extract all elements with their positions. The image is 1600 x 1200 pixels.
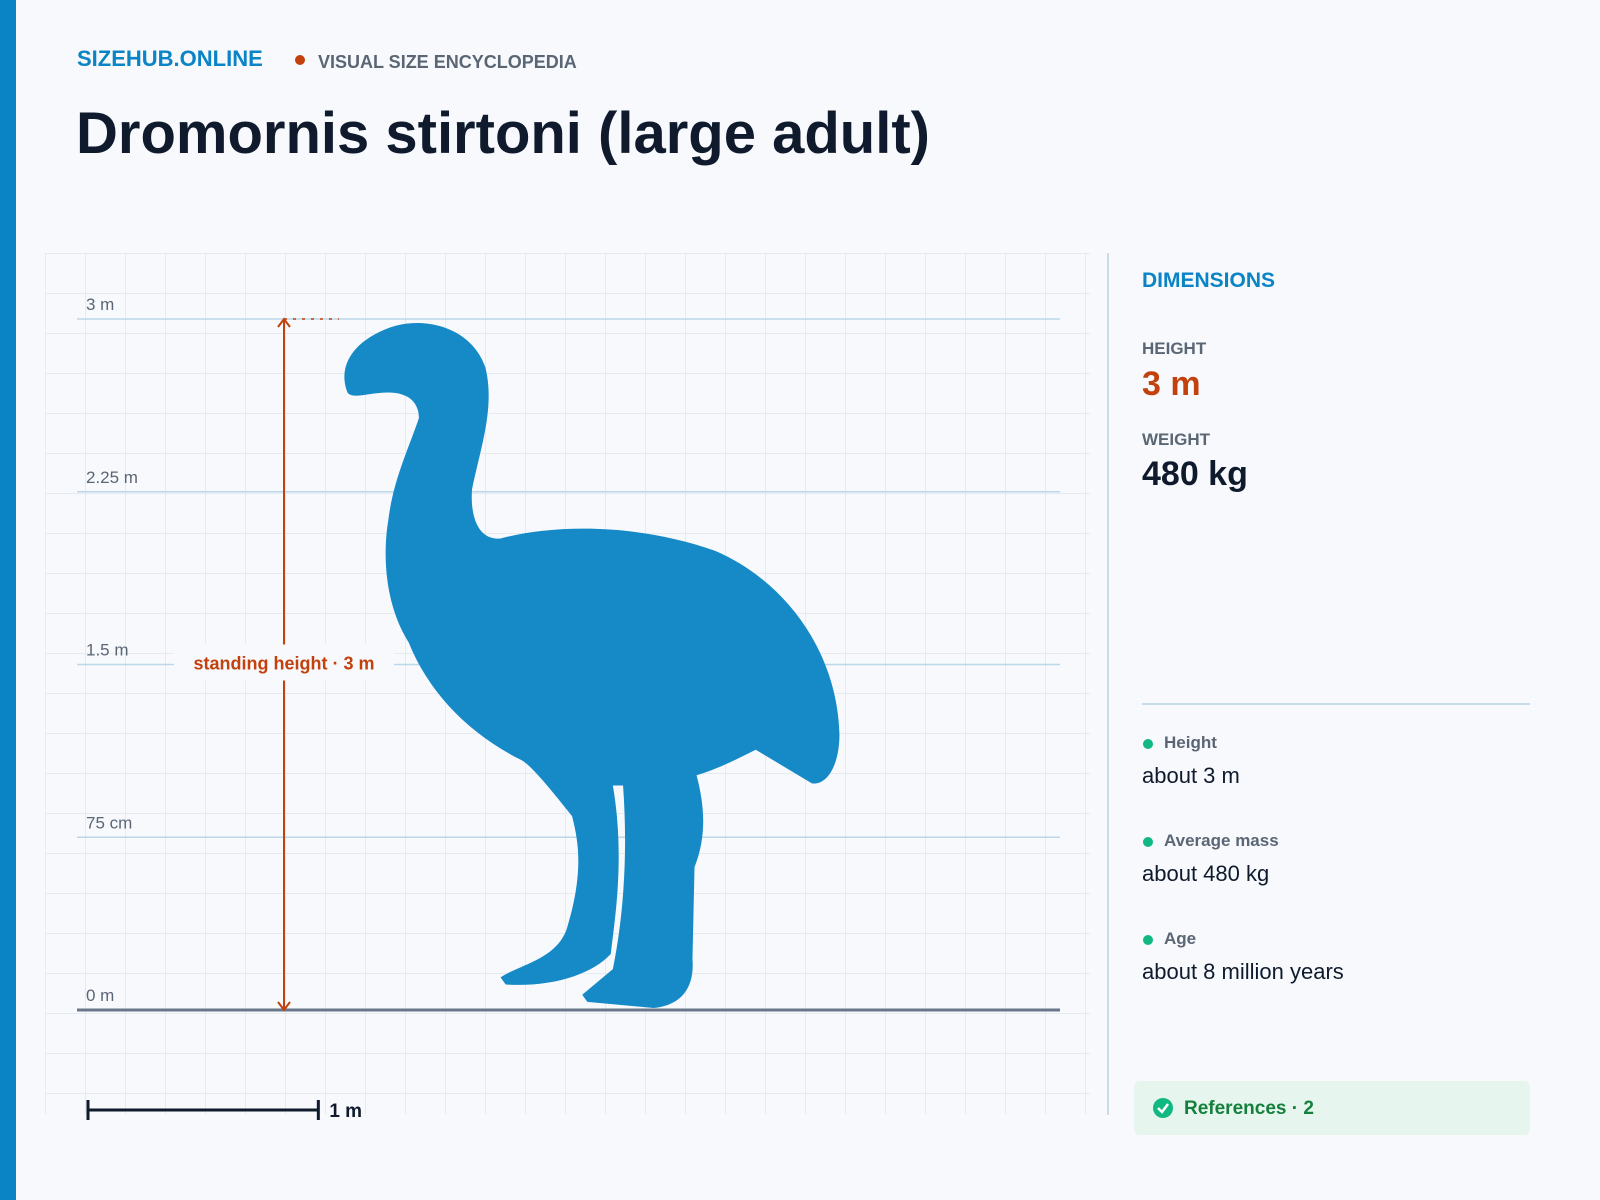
arrow-head <box>277 1001 291 1012</box>
references-box[interactable]: References · 2 <box>1134 1081 1530 1135</box>
fact-dot <box>1143 837 1153 847</box>
sidebar-heading: DIMENSIONS <box>1142 269 1276 292</box>
y-tick-label: 2.25 m <box>86 468 138 487</box>
fact-label: Average mass <box>1164 831 1279 850</box>
brand: SIZEHUB.ONLINE <box>77 46 263 71</box>
annotation: standing height · 3 m <box>193 654 374 674</box>
chart: 0 m 75 cm 1.5 m 2.25 m 3 m standing height · … <box>77 295 1060 1122</box>
annotation-bg <box>174 644 394 681</box>
height-label: HEIGHT <box>1142 339 1207 358</box>
fact-label: Age <box>1164 929 1197 948</box>
fact-value: about 8 million years <box>1142 959 1344 984</box>
page-title: Dromornis stirtoni (large adult) <box>76 101 930 166</box>
divider <box>1107 253 1109 1115</box>
y-tick-label: 0 m <box>86 986 114 1005</box>
check-icon <box>1153 1098 1173 1118</box>
y-tick-label: 3 m <box>86 295 114 314</box>
tagline: VISUAL SIZE ENCYCLOPEDIA <box>318 52 577 72</box>
weight-value: 480 kg <box>1142 455 1248 493</box>
silhouette-group <box>344 323 840 1008</box>
scale-label: 1 m <box>329 1101 362 1122</box>
silhouette <box>344 323 840 1008</box>
height-value: 3 m <box>1142 365 1201 403</box>
fact-dot <box>1143 739 1153 749</box>
y-tick-label: 75 cm <box>86 813 132 832</box>
separator-dot <box>295 55 305 65</box>
fact-value: about 3 m <box>1142 763 1240 788</box>
fact-dot <box>1143 935 1153 945</box>
accent-bar <box>0 0 16 1200</box>
references: References · 2 <box>1184 1098 1314 1119</box>
sidebar-rule <box>1142 703 1530 705</box>
fact-value: about 480 kg <box>1142 861 1270 886</box>
weight-label: WEIGHT <box>1142 430 1210 449</box>
y-tick-label: 1.5 m <box>86 641 129 660</box>
fact-label: Height <box>1164 733 1217 752</box>
